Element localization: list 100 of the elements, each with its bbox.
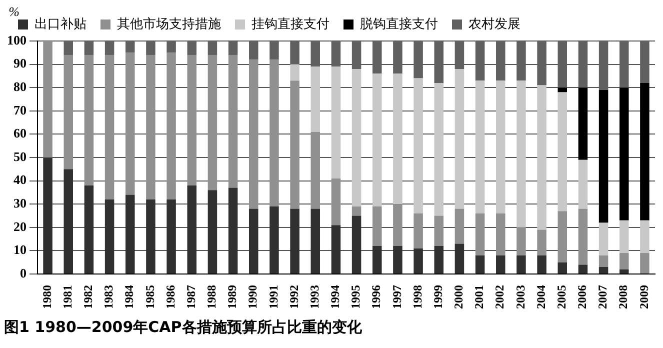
bar [372,206,382,246]
legend-label: 其他市场支持措施 [117,16,221,32]
y-tick-label: 70 [14,102,26,118]
legend-label: 挂钩直接支付 [252,16,330,32]
bar [475,255,485,274]
x-tick-label: 1990 [246,285,260,309]
x-tick-label: 1993 [307,285,322,309]
bar [166,52,176,200]
bar [516,227,526,256]
bar [372,246,382,274]
bar [558,88,568,92]
bar [558,211,568,262]
bar [393,204,402,246]
y-tick-label: 40 [14,172,26,188]
x-tick-label: 2004 [534,285,548,309]
y-axis-title: % [8,4,20,19]
bar [146,54,156,200]
bar [516,255,526,274]
bar [310,208,320,274]
bar [475,213,485,256]
bar [496,213,506,256]
bar [558,262,568,274]
x-tick-label: 2003 [513,285,528,309]
bar [331,225,341,274]
bar [640,253,650,274]
bar [331,66,341,178]
x-tick-label: 1989 [225,285,240,309]
bar [64,54,74,170]
bar [537,255,546,274]
bar [248,60,258,209]
x-tick-label: 1992 [286,285,301,309]
bar [248,208,258,274]
bar [64,169,74,274]
bar [619,88,629,220]
x-tick-label: 1998 [410,285,424,309]
bar [496,80,506,214]
y-tick-label: 60 [14,126,26,141]
bar [454,208,464,244]
bar [598,222,608,256]
y-tick-label: 20 [14,218,26,234]
x-tick-label: 2005 [554,285,568,309]
bar [352,68,362,206]
bar [352,216,362,274]
bar [84,54,94,186]
x-tick-label: 1983 [102,285,116,309]
bar [290,80,300,209]
bar [166,199,176,274]
y-tick-label: 0 [20,265,26,280]
bar [578,88,588,160]
x-tick-label: 1981 [60,285,74,309]
bar [434,246,444,274]
x-tick-label: 2006 [575,285,590,309]
y-tick-label: 50 [14,148,26,164]
bar [310,132,320,209]
bar [619,253,629,270]
x-tick-label: 1980 [40,285,54,309]
bar [475,80,485,214]
bar [270,206,279,274]
bar [187,185,197,274]
x-tick-label: 1997 [390,285,404,309]
x-tick-label: 1994 [328,285,342,309]
bar [146,199,156,274]
bar [104,54,114,200]
bar [619,220,629,254]
legend-label: 出口补贴 [34,16,86,32]
legend-label: 脱钩直接支付 [360,16,438,32]
bar [414,248,423,274]
bar [578,160,588,209]
bar [125,194,135,274]
x-tick-label: 1987 [184,285,198,309]
x-tick-label: 1996 [369,285,384,309]
bar [228,188,238,274]
bar [352,206,362,216]
bar [578,264,588,274]
bar [208,190,218,274]
x-tick-label: 1985 [142,285,157,309]
bar [640,220,650,254]
bar [434,82,444,216]
text: 图1 1980—2009年CAP各措施预算所占比重的变化 [4,318,362,337]
bar [598,255,608,268]
bar [414,213,423,248]
x-tick-label: 1995 [348,285,363,309]
bar [537,230,546,256]
bar [393,246,402,274]
y-tick-label: 90 [14,56,26,71]
y-tick-label: 80 [14,78,26,94]
bar [516,80,526,228]
bar [290,64,300,81]
x-tick-label: 2001 [472,285,486,309]
bar [454,244,464,274]
bar [290,208,300,274]
x-tick-label: 2002 [492,285,507,309]
x-tick-label: 1986 [163,285,178,309]
bar [331,178,341,226]
bar [228,54,238,188]
bar [372,74,382,206]
bar [598,267,608,274]
bar [84,185,94,274]
bar [537,85,546,230]
bar [310,66,320,132]
